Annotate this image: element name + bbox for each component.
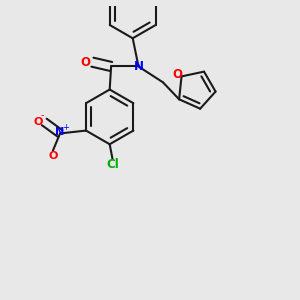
Text: O: O: [33, 117, 43, 127]
Text: Cl: Cl: [106, 158, 119, 171]
Text: O: O: [80, 56, 90, 69]
Text: N: N: [56, 127, 65, 137]
Text: O: O: [172, 68, 182, 82]
Text: O: O: [48, 152, 58, 161]
Text: -: -: [40, 111, 44, 121]
Text: N: N: [134, 60, 143, 73]
Text: +: +: [62, 123, 69, 132]
